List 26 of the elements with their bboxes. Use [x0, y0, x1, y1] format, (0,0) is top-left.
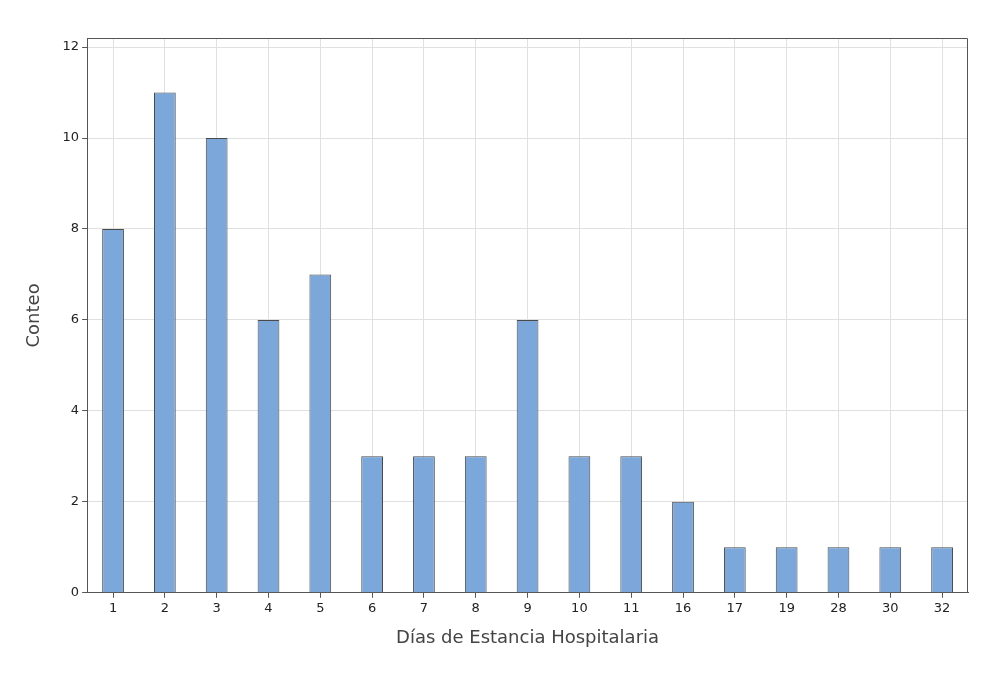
y-tick-label: 8 — [70, 220, 80, 236]
x-tick-label: 9 — [523, 599, 532, 615]
y-axis-title: Conteo — [22, 283, 44, 348]
x-tick-label: 4 — [264, 599, 273, 615]
x-tick-label: 5 — [316, 599, 325, 615]
y-tick-label: 2 — [70, 493, 80, 509]
x-tick-label: 32 — [933, 599, 951, 615]
x-tick-label: 3 — [212, 599, 221, 615]
x-tick-label: 19 — [778, 599, 795, 615]
y-tick-label: 12 — [62, 38, 80, 54]
x-tick-label: 6 — [367, 599, 377, 615]
x-tick-label: 8 — [471, 599, 480, 615]
x-tick-label: 11 — [622, 599, 640, 615]
y-tick-label: 10 — [62, 129, 80, 145]
y-tick-label: 6 — [70, 311, 80, 327]
x-tick-label: 1 — [108, 599, 118, 615]
x-tick-label: 2 — [160, 599, 170, 615]
x-tick-label: 10 — [571, 599, 588, 615]
x-tick-label: 30 — [882, 599, 899, 615]
x-tick-label: 7 — [419, 599, 429, 615]
x-tick-label: 28 — [830, 599, 847, 615]
y-tick-label: 4 — [70, 402, 80, 418]
x-axis-title: Días de Estancia Hospitalaria — [396, 625, 660, 647]
y-tick-label: 0 — [70, 584, 80, 600]
x-tick-label: 17 — [726, 599, 744, 615]
x-tick-label: 16 — [674, 599, 692, 615]
